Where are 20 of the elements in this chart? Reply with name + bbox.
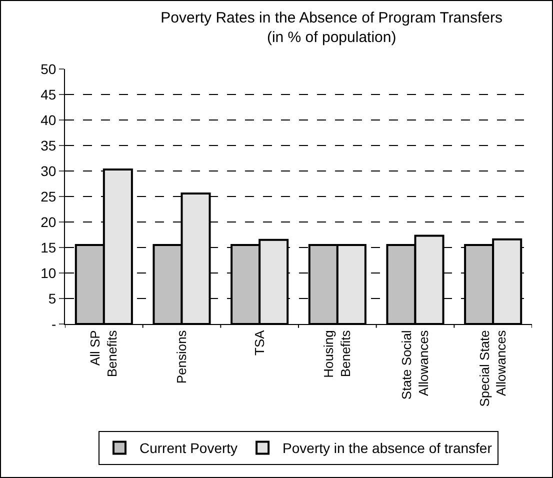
x-tick-label: Special State Allowances [476, 330, 509, 407]
x-tick-label: TSA [252, 330, 267, 356]
y-tick-label: 5 [48, 290, 56, 306]
x-tick-label: Housing Benefits [321, 330, 354, 378]
y-tick-label: 25 [40, 188, 56, 204]
legend-label: Current Poverty [140, 440, 238, 456]
x-tick-label: All SP Benefits [88, 330, 120, 378]
y-tick-label: - [52, 316, 57, 332]
x-tick-label: Pensions [174, 330, 189, 384]
y-tick-label: 20 [40, 214, 56, 230]
legend-label: Poverty in the absence of transfer [282, 440, 492, 456]
y-tick-label: 35 [40, 137, 56, 154]
chart-title: Poverty Rates in the Absence of Program Transfers (in % of population) [160, 9, 503, 46]
y-tick-label: 30 [40, 162, 56, 179]
y-tick-label: 15 [40, 239, 56, 256]
y-tick-label: 10 [40, 264, 56, 281]
y-tick-label: 45 [40, 86, 56, 102]
y-tick-label: 40 [40, 112, 56, 128]
y-tick-label: 50 [40, 60, 56, 77]
x-tick-label: State Social Allowances [399, 330, 431, 400]
